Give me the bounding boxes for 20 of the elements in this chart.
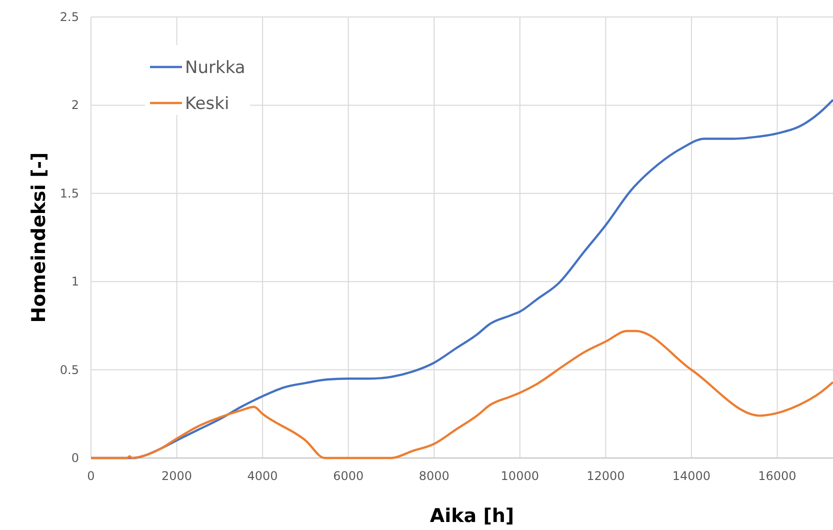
x-tick-label: 14000 bbox=[672, 469, 711, 483]
x-tick-label: 4000 bbox=[247, 469, 278, 483]
legend-label: Keski bbox=[185, 94, 230, 114]
x-tick-label: 12000 bbox=[586, 469, 625, 483]
y-tick-label: 2.5 bbox=[60, 10, 79, 24]
line-series bbox=[91, 330, 833, 460]
y-axis-title: Homeindeksi [-] bbox=[28, 152, 50, 323]
x-tick-label: 16000 bbox=[758, 469, 796, 483]
x-tick-label: 6000 bbox=[333, 469, 364, 483]
x-axis-title: Aika [h] bbox=[430, 505, 514, 527]
x-tick-label: 8000 bbox=[418, 469, 450, 483]
y-tick-label: 0.5 bbox=[60, 362, 79, 377]
x-tick-label: 0 bbox=[87, 469, 95, 483]
y-tick-label: 1 bbox=[71, 274, 79, 289]
y-tick-label: 0 bbox=[71, 451, 79, 465]
legend-label: Nurkka bbox=[185, 58, 246, 78]
x-tick-label: 2000 bbox=[162, 469, 192, 483]
y-tick-label: 2 bbox=[71, 98, 79, 112]
y-tick-label: 1.5 bbox=[60, 186, 79, 200]
x-tick-label: 10000 bbox=[500, 469, 539, 483]
